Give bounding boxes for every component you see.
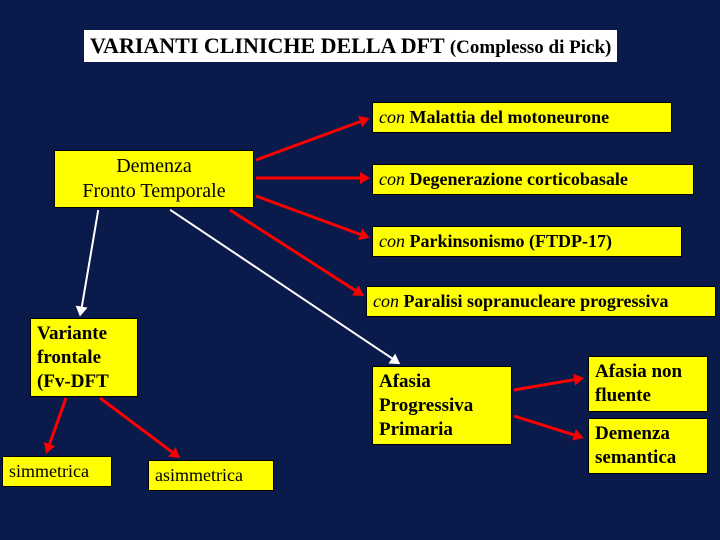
arrow-6-shaft: [48, 397, 67, 445]
node-variante: Variantefrontale(Fv-DFT: [30, 318, 138, 397]
slide-title: VARIANTI CLINICHE DELLA DFT (Complesso d…: [84, 30, 617, 62]
node-afasia_pp: AfasiaProgressivaPrimaria: [372, 366, 512, 445]
arrow-1-head: [360, 172, 370, 184]
node-variante-line3: (Fv-DFT: [37, 370, 131, 394]
arrow-8: [514, 378, 584, 390]
arrow-2-head: [359, 229, 373, 244]
arrow-3-shaft: [229, 209, 356, 292]
arrow-4: [80, 210, 98, 316]
arrow-9-shaft: [514, 415, 575, 437]
node-paralisi-italic: con: [373, 291, 399, 311]
arrow-3: [230, 210, 364, 296]
arrow-7: [100, 398, 180, 458]
node-demenza_sem-line2: semantica: [595, 446, 701, 470]
node-demenza-line1: Demenza: [61, 154, 247, 179]
arrow-8-shaft: [514, 378, 575, 391]
arrow-6: [46, 398, 66, 454]
node-motoneurone-after: Malattia del motoneurone: [405, 107, 609, 127]
node-parkinson-after: Parkinsonismo (FTDP-17): [405, 231, 612, 251]
node-parkinson: con Parkinsonismo (FTDP-17): [372, 226, 682, 257]
node-simmetrica-line1: simmetrica: [9, 460, 105, 483]
node-demenza_sem-line1: Demenza: [595, 422, 701, 446]
arrow-1-shaft: [256, 177, 360, 180]
arrow-8-head: [573, 372, 585, 386]
node-corticobasale-italic: con: [379, 169, 405, 189]
arrow-2-shaft: [255, 195, 361, 236]
node-simmetrica: simmetrica: [2, 456, 112, 487]
node-parkinson-italic: con: [379, 231, 405, 251]
node-paralisi-after: Paralisi sopranucleare progressiva: [399, 291, 669, 311]
node-motoneurone-italic: con: [379, 107, 405, 127]
node-afasia_pp-line1: Afasia: [379, 370, 505, 394]
arrow-4-head: [74, 305, 88, 317]
diagram-canvas: VARIANTI CLINICHE DELLA DFT (Complesso d…: [0, 0, 720, 540]
arrow-0-shaft: [255, 120, 361, 161]
node-afasia_nf-line2: fluente: [595, 384, 701, 408]
node-motoneurone: con Malattia del motoneurone: [372, 102, 672, 133]
arrow-9-head: [573, 429, 586, 443]
node-corticobasale-after: Degenerazione corticobasale: [405, 169, 628, 189]
arrow-6-head: [40, 443, 55, 456]
node-demenza-line2: Fronto Temporale: [61, 179, 247, 204]
arrow-9: [514, 416, 584, 438]
title-sub: (Complesso di Pick): [450, 37, 612, 58]
node-variante-line2: frontale: [37, 346, 131, 370]
arrow-7-shaft: [99, 397, 173, 453]
node-asimmetrica-line1: asimmetrica: [155, 464, 267, 487]
arrow-4-shaft: [81, 210, 99, 306]
node-afasia_pp-line3: Primaria: [379, 418, 505, 442]
node-paralisi: con Paralisi sopranucleare progressiva: [366, 286, 716, 317]
title-main: VARIANTI CLINICHE DELLA DFT: [90, 33, 450, 58]
node-demenza_sem: Demenzasemantica: [588, 418, 708, 474]
node-afasia_pp-line2: Progressiva: [379, 394, 505, 418]
node-afasia_nf-line1: Afasia non: [595, 360, 701, 384]
node-afasia_nf: Afasia nonfluente: [588, 356, 708, 412]
arrow-2: [256, 196, 370, 238]
node-asimmetrica: asimmetrica: [148, 460, 274, 491]
node-variante-line1: Variante: [37, 322, 131, 346]
arrow-0: [256, 118, 370, 160]
node-corticobasale: con Degenerazione corticobasale: [372, 164, 694, 195]
arrow-0-head: [359, 112, 373, 127]
node-demenza: DemenzaFronto Temporale: [54, 150, 254, 208]
